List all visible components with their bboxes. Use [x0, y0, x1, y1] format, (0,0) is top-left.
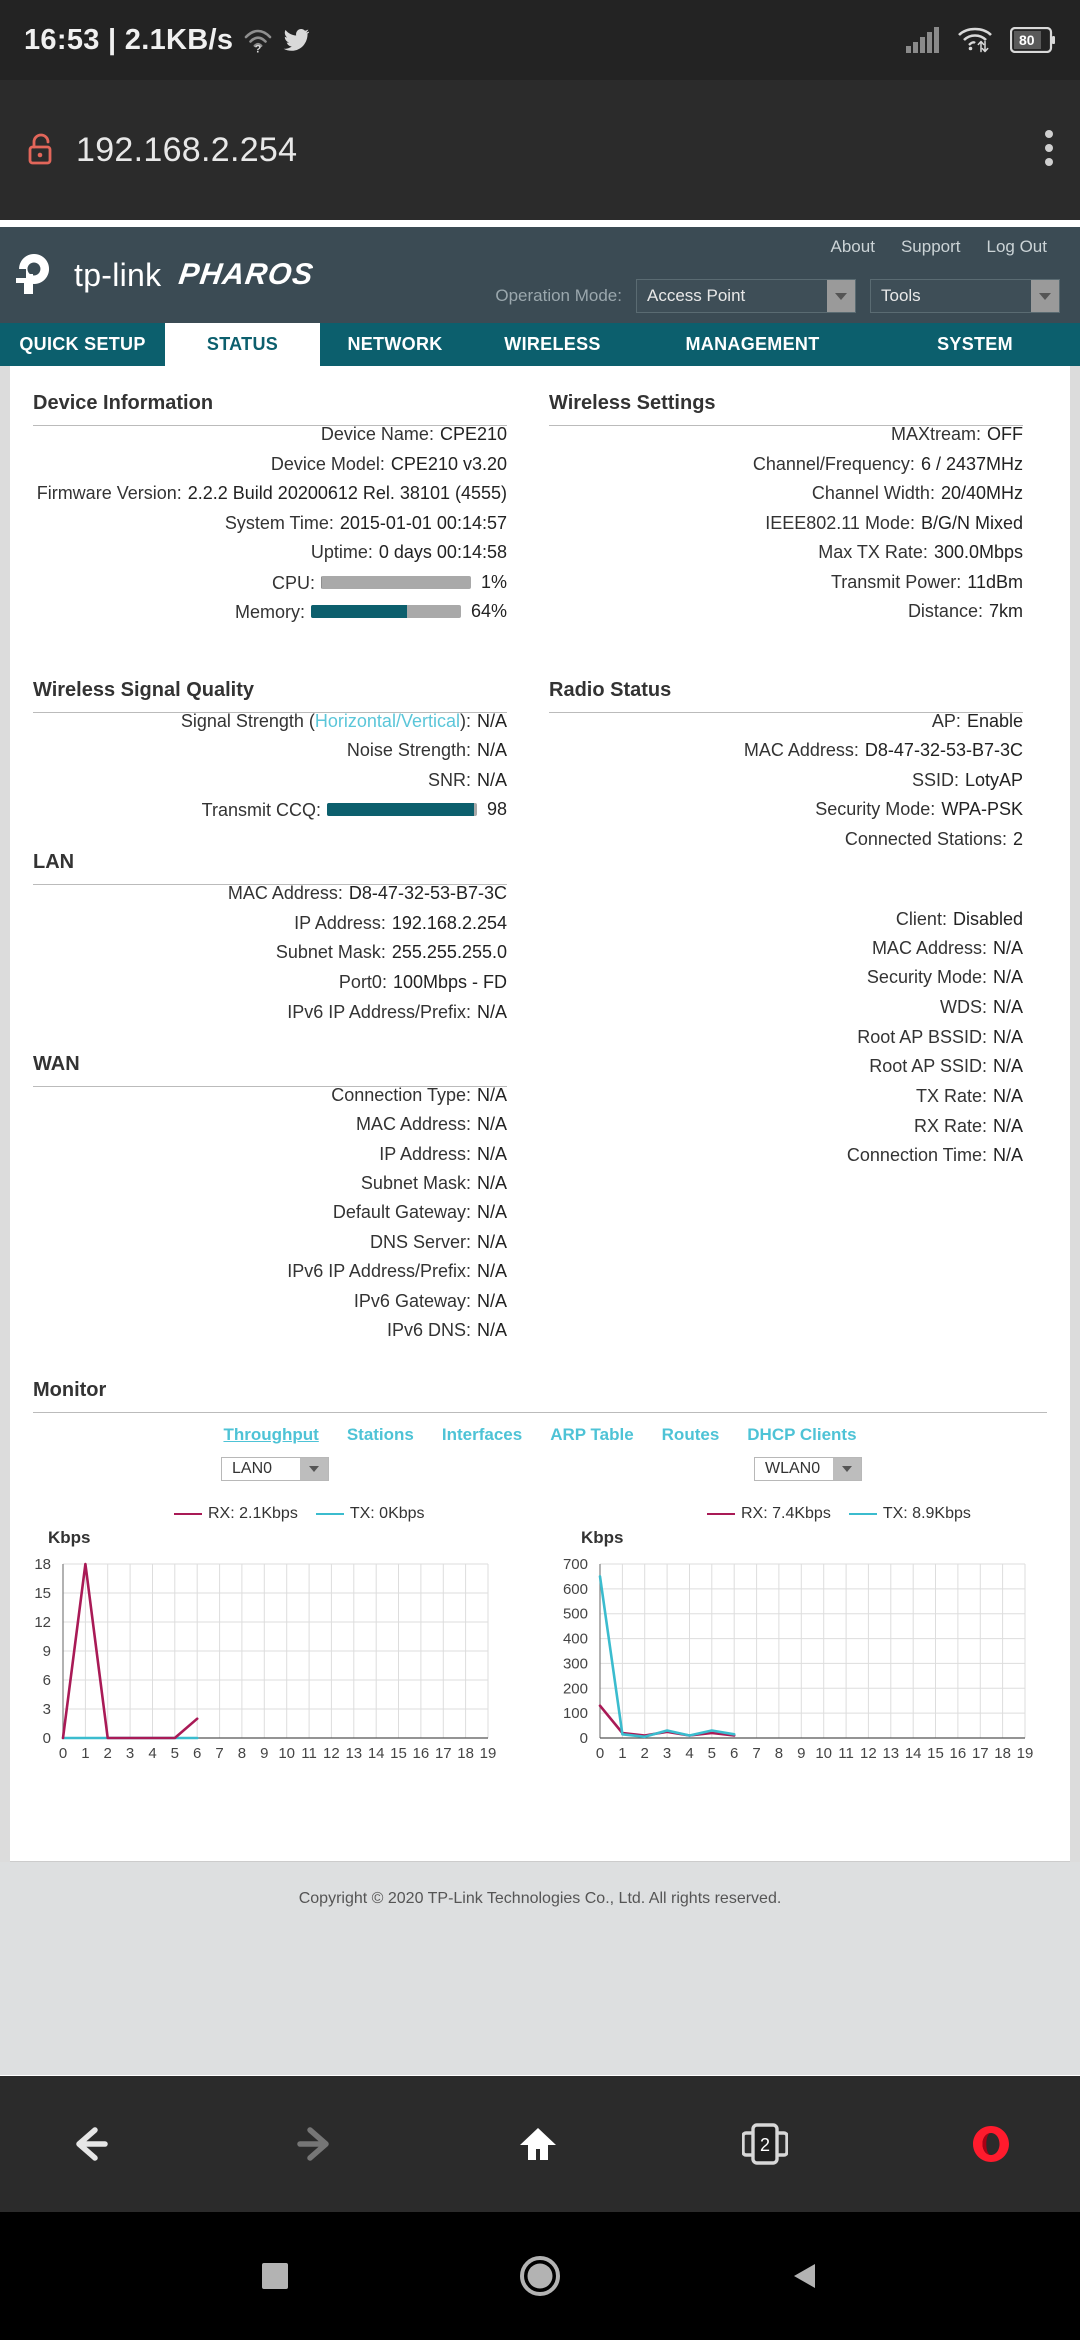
- svg-text:15: 15: [390, 1745, 407, 1762]
- svg-text:4: 4: [685, 1745, 693, 1762]
- svg-text:600: 600: [563, 1581, 588, 1598]
- svg-text:13: 13: [882, 1745, 899, 1762]
- svg-text:7: 7: [215, 1745, 223, 1762]
- svg-text:3: 3: [43, 1701, 51, 1718]
- svg-text:500: 500: [563, 1606, 588, 1623]
- svg-text:18: 18: [34, 1556, 51, 1573]
- svg-text:12: 12: [34, 1614, 51, 1631]
- svg-text:0: 0: [580, 1730, 588, 1747]
- svg-text:9: 9: [43, 1643, 51, 1660]
- svg-text:5: 5: [171, 1745, 179, 1762]
- svg-text:14: 14: [905, 1745, 922, 1762]
- svg-text:12: 12: [323, 1745, 340, 1762]
- svg-text:2: 2: [104, 1745, 112, 1762]
- svg-text:13: 13: [345, 1745, 362, 1762]
- svg-text:9: 9: [260, 1745, 268, 1762]
- svg-text:12: 12: [860, 1745, 877, 1762]
- svg-text:11: 11: [301, 1745, 317, 1762]
- svg-text:1: 1: [81, 1745, 89, 1762]
- svg-text:16: 16: [413, 1745, 430, 1762]
- svg-text:15: 15: [34, 1585, 51, 1602]
- svg-text:1: 1: [618, 1745, 626, 1762]
- svg-text:700: 700: [563, 1556, 588, 1573]
- svg-text:7: 7: [752, 1745, 760, 1762]
- svg-text:17: 17: [435, 1745, 452, 1762]
- svg-text:?: ?: [255, 44, 262, 54]
- svg-text:0: 0: [596, 1745, 604, 1762]
- svg-text:15: 15: [927, 1745, 944, 1762]
- svg-text:19: 19: [480, 1745, 497, 1762]
- svg-text:200: 200: [563, 1680, 588, 1697]
- svg-text:300: 300: [563, 1655, 588, 1672]
- svg-text:5: 5: [708, 1745, 716, 1762]
- svg-text:0: 0: [43, 1730, 51, 1747]
- svg-text:18: 18: [457, 1745, 474, 1762]
- svg-text:9: 9: [797, 1745, 805, 1762]
- svg-text:6: 6: [43, 1672, 51, 1689]
- svg-text:11: 11: [838, 1745, 854, 1762]
- svg-text:6: 6: [193, 1745, 201, 1762]
- svg-text:400: 400: [563, 1631, 588, 1648]
- svg-text:2: 2: [759, 2135, 769, 2155]
- svg-text:80: 80: [1019, 32, 1035, 48]
- svg-text:14: 14: [368, 1745, 385, 1762]
- svg-text:10: 10: [815, 1745, 832, 1762]
- svg-text:10: 10: [278, 1745, 295, 1762]
- svg-text:3: 3: [126, 1745, 134, 1762]
- svg-text:0: 0: [59, 1745, 67, 1762]
- svg-text:8: 8: [238, 1745, 246, 1762]
- svg-text:18: 18: [994, 1745, 1011, 1762]
- svg-text:17: 17: [972, 1745, 989, 1762]
- svg-text:8: 8: [775, 1745, 783, 1762]
- svg-text:6: 6: [730, 1745, 738, 1762]
- svg-text:3: 3: [663, 1745, 671, 1762]
- svg-text:19: 19: [1017, 1745, 1034, 1762]
- svg-text:100: 100: [563, 1705, 588, 1722]
- svg-text:16: 16: [950, 1745, 967, 1762]
- svg-text:2: 2: [641, 1745, 649, 1762]
- svg-text:4: 4: [148, 1745, 156, 1762]
